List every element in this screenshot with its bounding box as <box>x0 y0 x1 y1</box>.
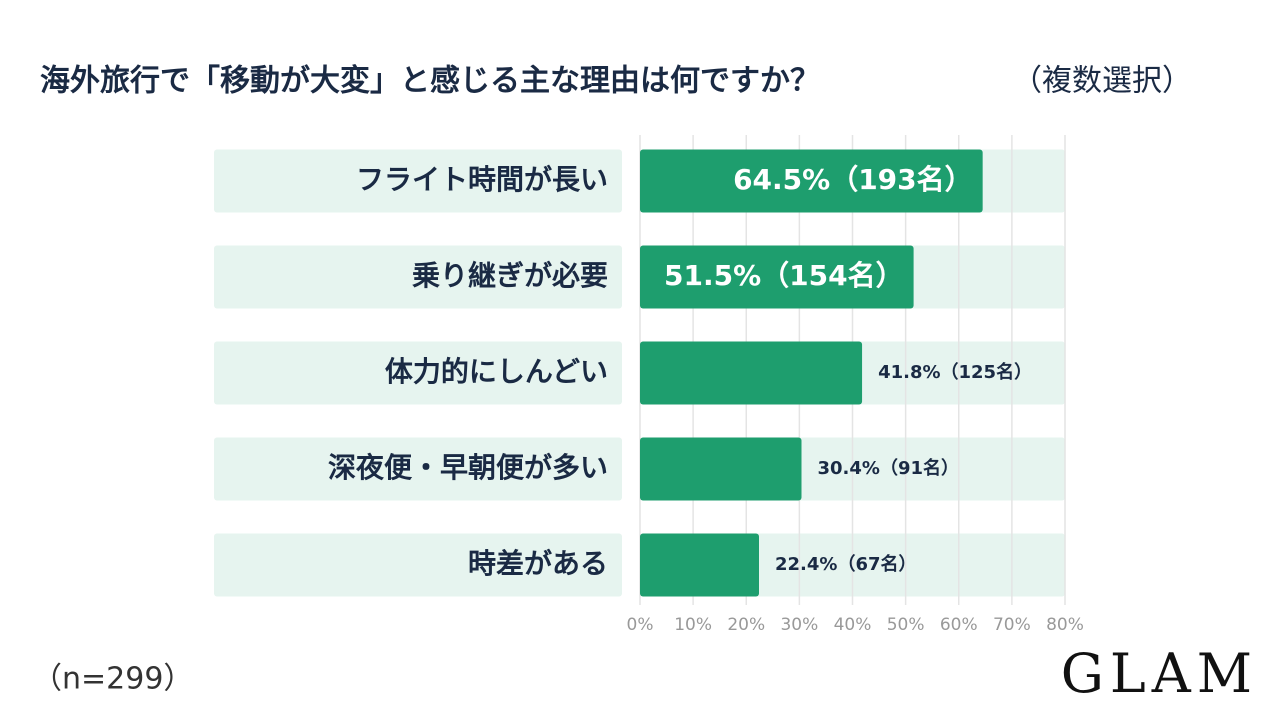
note: （n=299） <box>32 662 193 697</box>
x-tick-label: 70% <box>993 615 1031 635</box>
x-tick-label: 20% <box>727 615 765 635</box>
x-tick-label: 40% <box>834 615 872 635</box>
bar <box>640 245 914 309</box>
category-box <box>214 245 622 309</box>
x-tick-label: 30% <box>780 615 818 635</box>
category-label: フライト時間が長い <box>356 163 608 196</box>
value-label: 30.4%（91名） <box>818 457 960 479</box>
chart-title: 海外旅行で「移動が大変」と感じる主な理由は何ですか？ <box>40 64 820 99</box>
x-tick-label: 60% <box>940 615 978 635</box>
bar <box>640 149 983 213</box>
category-label: 体力的にしんどい <box>385 355 608 388</box>
value-label: 41.8%（125名） <box>878 361 1032 383</box>
category-box <box>214 149 622 213</box>
x-tick-label: 80% <box>1046 615 1084 635</box>
bar <box>640 341 863 405</box>
brand-logo: GLAM <box>1061 642 1258 705</box>
x-tick-label: 0% <box>627 615 654 635</box>
category-box <box>214 533 622 597</box>
category-box <box>214 437 622 501</box>
bar <box>640 437 802 501</box>
bar <box>640 533 759 597</box>
value-label: 22.4%（67名） <box>775 553 917 575</box>
category-box <box>214 341 622 405</box>
value-label: 64.5%（193名） <box>733 163 973 196</box>
x-tick-label: 50% <box>887 615 925 635</box>
category-label: 時差がある <box>468 547 608 580</box>
chart-subtitle: （複数選択） <box>1012 64 1192 99</box>
category-label: 乗り継ぎが必要 <box>412 259 608 292</box>
value-label: 51.5%（154名） <box>664 259 904 292</box>
category-label: 深夜便・早朝便が多い <box>328 451 608 484</box>
x-tick-label: 10% <box>674 615 712 635</box>
